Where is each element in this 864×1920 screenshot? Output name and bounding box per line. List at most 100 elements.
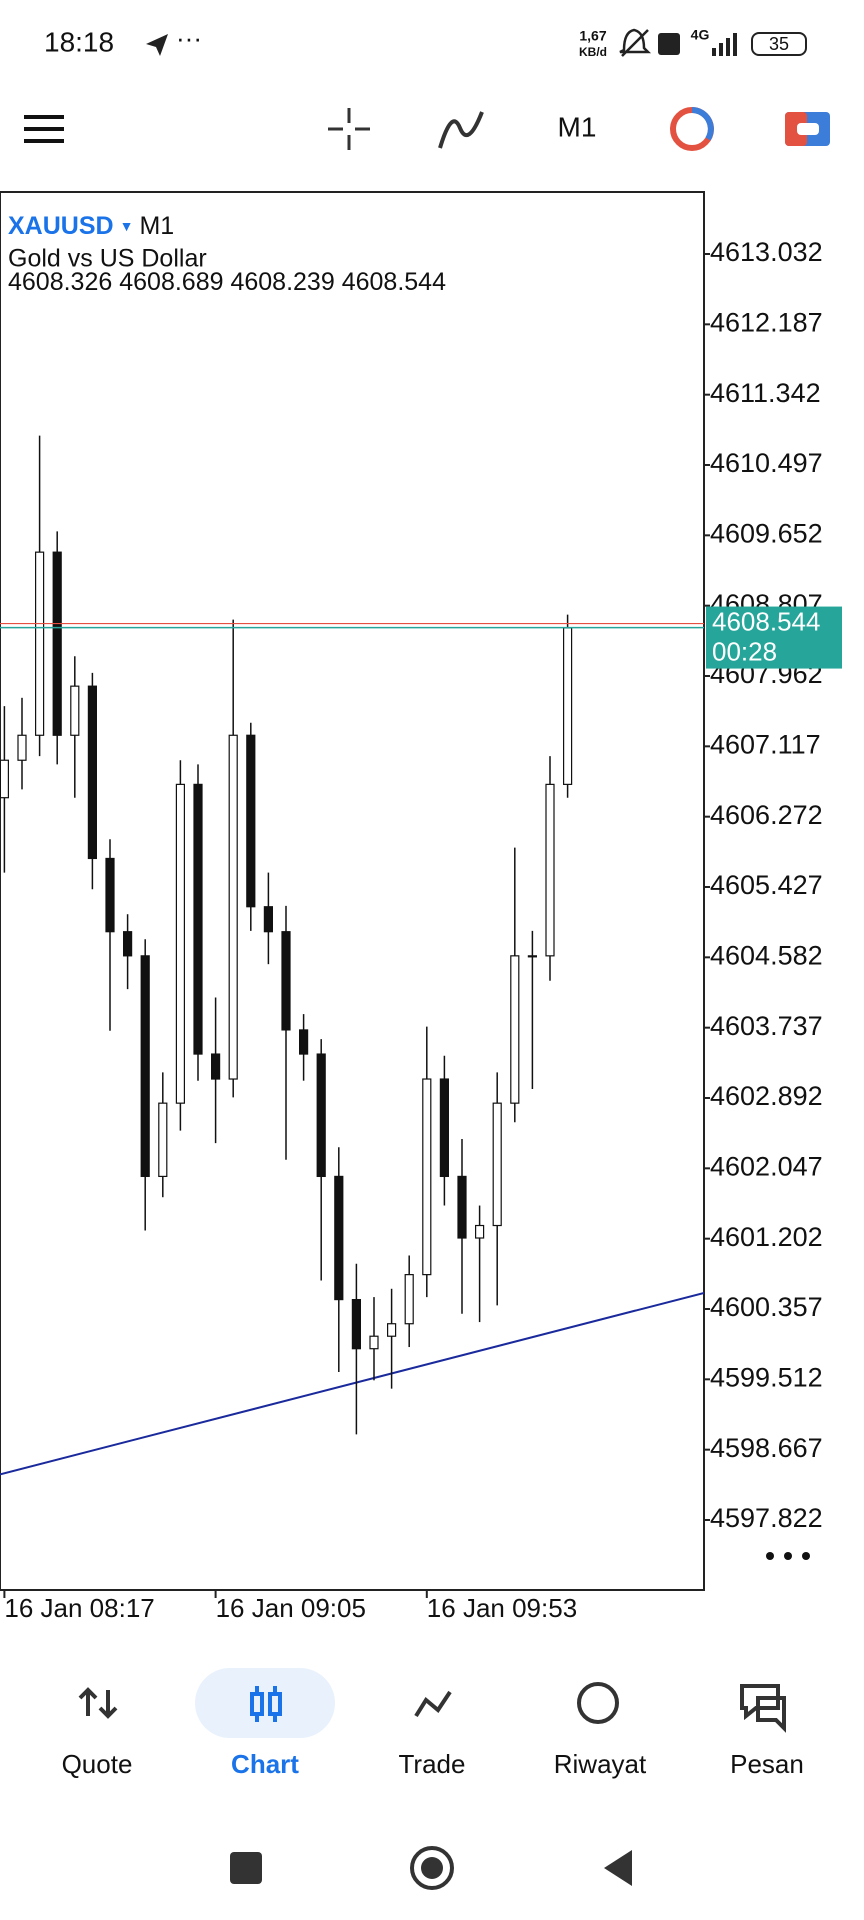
ohlc-open: 4608.326: [8, 268, 112, 296]
ohlc-low: 4608.239: [230, 268, 334, 296]
candle-body: [0, 759, 10, 799]
status-speed-unit: KB/d: [579, 45, 607, 59]
y-tick-label: 4604.582: [710, 940, 823, 970]
candle-body: [175, 783, 185, 1104]
candle-body: [422, 1078, 432, 1276]
nav-label[interactable]: Pesan: [730, 1749, 804, 1779]
status-speed: 1,67: [579, 28, 606, 44]
candle-body: [281, 931, 291, 1031]
chart-timeframe: M1: [139, 212, 174, 240]
axis-menu[interactable]: [766, 1552, 810, 1560]
trade-button-accent: [785, 112, 807, 146]
candle-body: [351, 1298, 361, 1350]
nav-label[interactable]: Trade: [399, 1749, 466, 1779]
status-more: ···: [176, 23, 202, 53]
ohlc-high: 4608.689: [119, 268, 223, 296]
clock-button-accent: [691, 107, 714, 141]
last-price-box: [706, 606, 842, 669]
candle-body: [263, 906, 273, 933]
chart-symbol[interactable]: XAUUSD ▼ M1: [8, 212, 174, 240]
trade-icon: [414, 1690, 452, 1718]
candle-body: [158, 1102, 168, 1178]
candle-body: [475, 1224, 485, 1239]
y-tick-label: 4600.357: [710, 1292, 823, 1322]
candle-body: [562, 627, 573, 785]
last-price-label: 4608.544: [712, 606, 820, 636]
status-network: 4G: [691, 27, 710, 43]
candle-body: [439, 1078, 449, 1178]
battery-icon: [751, 32, 807, 56]
nav-highlight: [195, 1668, 335, 1738]
signal-icon: [712, 33, 737, 56]
candle-body: [17, 734, 27, 761]
candle-body: [193, 783, 203, 1055]
x-tick-label: 16 Jan 09:05: [216, 1593, 366, 1623]
trade-button-mark: [797, 123, 819, 135]
home-button-dot: [421, 1857, 443, 1879]
plot-area: [0, 435, 704, 1476]
candle-body: [527, 955, 538, 958]
status-time: 18:18: [44, 26, 114, 57]
x-tick-label: 16 Jan 08:17: [4, 1593, 154, 1623]
chart-frame: [0, 191, 705, 1591]
chart-icon: [250, 1686, 282, 1722]
candle-body: [105, 857, 115, 933]
ohlc-close: 4608.544: [342, 268, 446, 296]
candle-body: [228, 734, 238, 1080]
y-tick-label: 4597.822: [710, 1503, 823, 1533]
candle-body: [545, 783, 555, 957]
volte-icon: [658, 33, 680, 55]
candle-body: [510, 955, 520, 1104]
y-tick-label: 4606.272: [710, 800, 823, 830]
nav-label[interactable]: Chart: [231, 1749, 299, 1779]
y-tick-label: 4599.512: [710, 1362, 823, 1392]
back-button[interactable]: [604, 1850, 632, 1886]
y-tick-label: 4598.667: [710, 1433, 823, 1463]
history-icon: [577, 1682, 619, 1724]
nav-label[interactable]: Quote: [62, 1749, 133, 1779]
y-tick-label: 4602.047: [710, 1151, 823, 1181]
nav-label[interactable]: Riwayat: [554, 1749, 647, 1779]
telegram-icon: [146, 34, 168, 56]
y-tick-label: 4601.202: [710, 1222, 823, 1252]
mute-icon: [619, 28, 652, 57]
candle-body: [492, 1102, 502, 1227]
message-icon: [740, 1684, 786, 1733]
candle-body: [299, 1029, 309, 1055]
home-button[interactable]: [410, 1846, 454, 1890]
recents-button[interactable]: [230, 1852, 262, 1884]
indicators-button[interactable]: [438, 111, 484, 149]
chart-description: Gold vs US Dollar: [8, 245, 207, 273]
candle-body: [70, 685, 80, 736]
y-tick-label: 4603.737: [710, 1011, 823, 1041]
candle-body: [457, 1175, 467, 1239]
symbol-text: XAUUSD: [8, 212, 114, 240]
countdown-label: 00:28: [712, 636, 777, 666]
y-tick-label: 4602.892: [710, 1081, 823, 1111]
x-tick-label: 16 Jan 09:53: [427, 1593, 577, 1623]
candle-body: [404, 1274, 414, 1325]
y-tick-label: 4612.187: [710, 307, 823, 337]
symbol-caret: ▼: [120, 218, 134, 234]
candle-body: [122, 931, 133, 957]
candle-body: [52, 551, 62, 736]
quote-icon: [78, 1687, 118, 1719]
menu-button[interactable]: [24, 115, 64, 143]
y-tick-label: 4613.032: [710, 237, 823, 267]
candle-body: [369, 1335, 379, 1350]
y-tick-label: 4609.652: [710, 518, 823, 548]
status-battery: 35: [769, 34, 789, 54]
candle-body: [316, 1053, 326, 1178]
candle-body: [34, 551, 45, 736]
crosshair-button[interactable]: [328, 108, 370, 150]
y-tick-label: 4605.427: [710, 870, 823, 900]
trendline: [0, 1291, 704, 1476]
plot: 4613.032 4612.187 4611.342 4610.497 4609.652…: [0, 237, 842, 1623]
timeframe-button[interactable]: M1: [558, 111, 597, 142]
candle-body: [246, 734, 256, 908]
y-tick-label: 4611.342: [710, 378, 821, 408]
y-tick-label: 4607.117: [710, 729, 821, 759]
candle-body: [211, 1053, 221, 1080]
